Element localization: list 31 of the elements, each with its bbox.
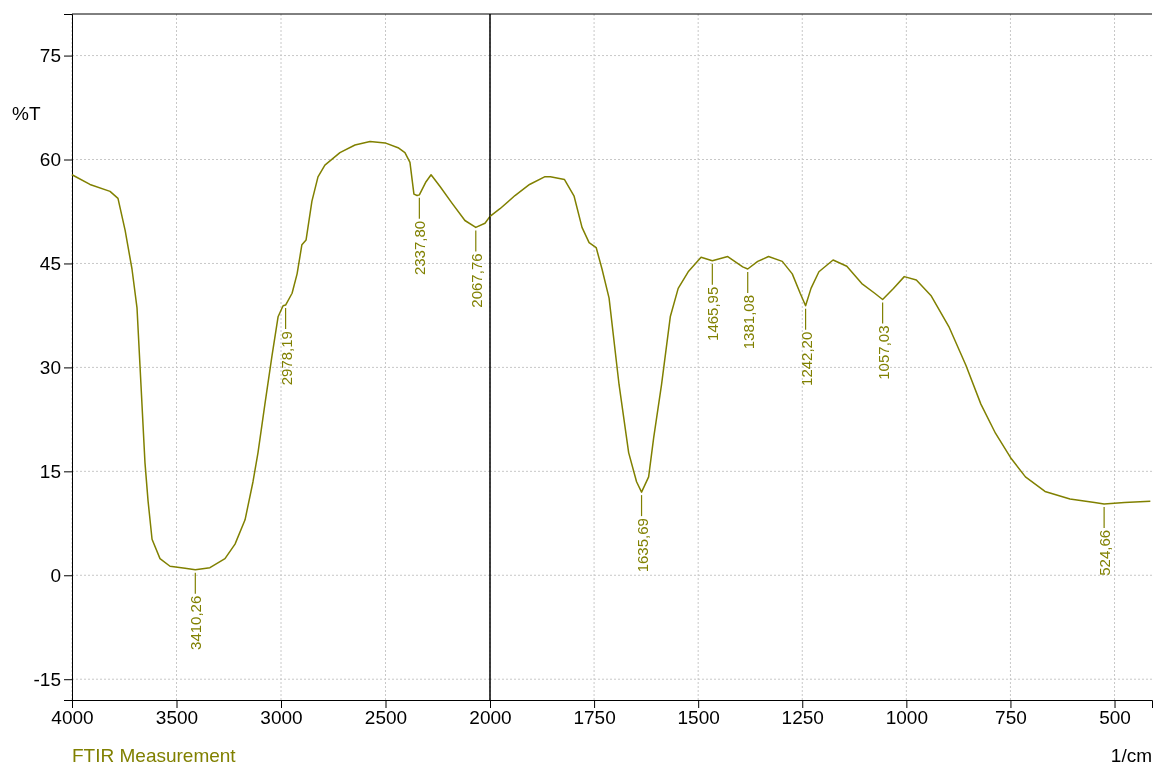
y-tick-label: 15 [39, 460, 61, 482]
x-tick-label: 2000 [469, 707, 512, 729]
y-tick-label: -15 [33, 668, 61, 690]
y-tick-label: 30 [39, 356, 61, 378]
x-tick-label: 1750 [573, 707, 616, 729]
annotation: 1242,20 [797, 331, 815, 386]
y-tick-label: 45 [39, 253, 61, 275]
x-tick-label: 3500 [155, 707, 199, 729]
x-axis-title: 1/cm [1110, 745, 1152, 766]
annotation: 2067,76 [467, 253, 485, 308]
x-tick-label: 750 [995, 707, 1027, 729]
x-tick-label: 2500 [364, 707, 408, 729]
annotation: 2337,80 [411, 220, 429, 276]
annotation: 524,66 [1096, 529, 1114, 576]
y-axis-title: %T [12, 103, 41, 124]
y-tick-label: 75 [39, 45, 61, 67]
annotation: 2978,19 [277, 331, 295, 386]
annotation: 1465,95 [704, 286, 722, 341]
annotation: 1381,08 [739, 295, 757, 350]
text: FTIR Measurement [72, 745, 237, 766]
x-tick-label: 3000 [260, 707, 303, 729]
annotation: 1057,03 [874, 325, 892, 380]
x-tick-label: 1250 [781, 707, 824, 729]
x-tick-label: 4000 [51, 707, 94, 729]
x-tick-label: 500 [1099, 707, 1131, 729]
annotation: 3410,26 [187, 595, 205, 650]
annotation: 1635,69 [633, 518, 651, 573]
y-tick-label: 60 [39, 149, 61, 171]
x-tick-label: 1500 [677, 707, 720, 729]
x-tick-label: 1000 [885, 707, 928, 729]
y-tick-label: 0 [50, 564, 61, 586]
